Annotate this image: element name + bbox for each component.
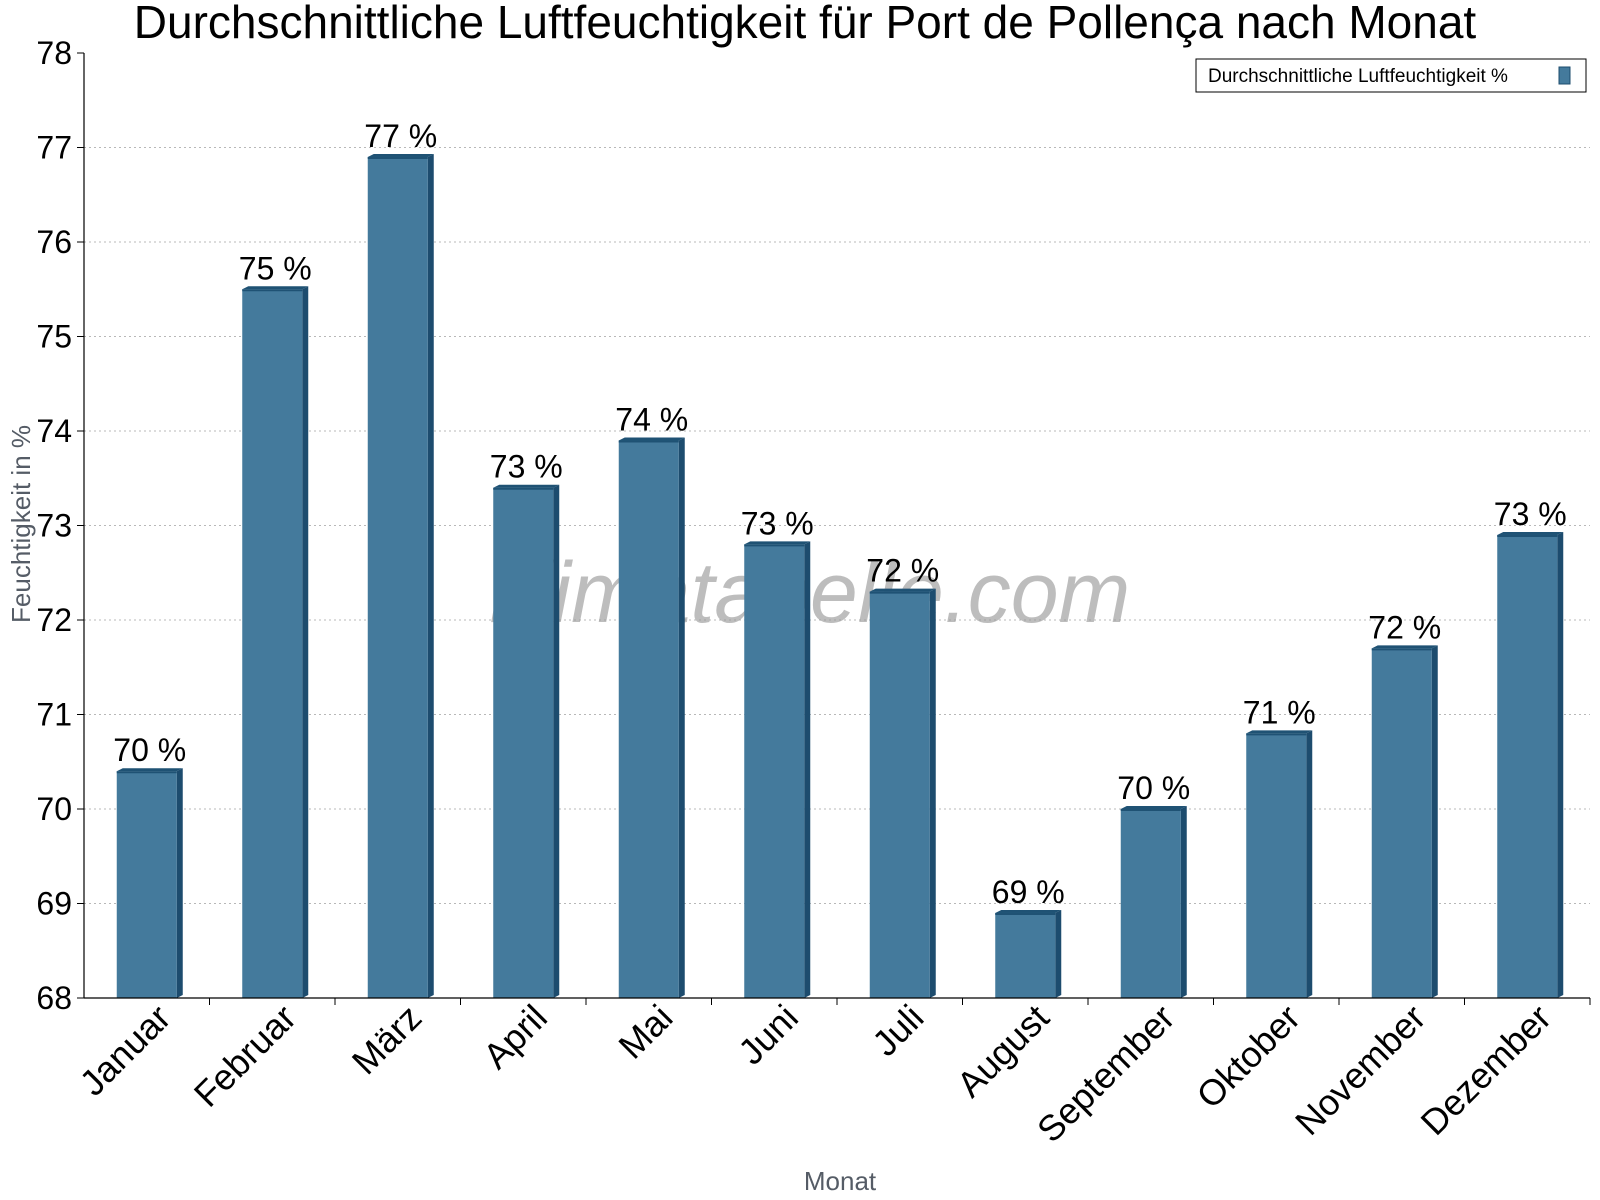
bars xyxy=(116,153,1564,998)
x-axis-label: Monat xyxy=(804,1166,877,1196)
y-tick-label: 77 xyxy=(36,130,72,166)
y-tick-label: 72 xyxy=(36,602,72,638)
bar-top xyxy=(116,768,183,772)
bar xyxy=(1120,809,1181,998)
x-tick-label: Juli xyxy=(864,997,931,1064)
data-label: 75 % xyxy=(239,250,312,286)
y-axis-label: Feuchtigkeit in % xyxy=(6,425,36,623)
legend-swatch xyxy=(1558,66,1571,85)
bar-top xyxy=(744,541,811,545)
legend-label: Durchschnittliche Luftfeuchtigkeit % xyxy=(1208,66,1508,87)
bar-side xyxy=(302,286,309,998)
bar-side xyxy=(176,768,183,998)
bar-side xyxy=(1431,645,1438,998)
legend: Durchschnittliche Luftfeuchtigkeit % xyxy=(1195,58,1587,93)
bar-top xyxy=(1246,730,1313,734)
bar xyxy=(493,487,554,998)
data-labels: 70 % 75 % 77 % 73 % 74 % 73 % 72 % 69 % 70 % 71 %… xyxy=(113,118,1566,910)
x-tick-label: August xyxy=(949,997,1057,1105)
bar-top xyxy=(618,437,685,441)
x-tick-label: September xyxy=(1029,997,1183,1151)
bar xyxy=(869,591,930,998)
data-label: 72 % xyxy=(866,553,939,589)
bar xyxy=(1246,733,1307,998)
data-label: 73 % xyxy=(1494,496,1567,532)
x-tick-label: November xyxy=(1287,997,1433,1143)
x-tick-label: Juni xyxy=(730,997,806,1073)
bar-side xyxy=(1306,730,1313,998)
bar xyxy=(1497,534,1558,998)
data-label: 72 % xyxy=(1368,609,1441,645)
bar xyxy=(1371,648,1432,998)
x-tick-label: Mai xyxy=(610,997,680,1067)
x-tick-label: Dezember xyxy=(1412,997,1558,1143)
y-tick-label: 69 xyxy=(36,886,72,922)
bar xyxy=(116,771,177,998)
bar-top xyxy=(1497,531,1564,535)
y-tick-label: 70 xyxy=(36,791,72,827)
y-axis-ticks: 68 69 70 71 72 73 74 75 76 77 78 xyxy=(36,35,84,1016)
data-label: 73 % xyxy=(490,449,563,485)
y-tick-label: 71 xyxy=(36,697,72,733)
bar-top xyxy=(995,909,1062,913)
bar xyxy=(242,289,303,998)
bar-side xyxy=(929,588,936,998)
x-tick-label: Februar xyxy=(186,997,304,1115)
x-axis-ticks: Januar Februar März April Mai Juni Juli AugustS… xyxy=(72,997,1591,1151)
bar xyxy=(995,912,1056,998)
bar-side xyxy=(427,153,434,998)
bar-side xyxy=(804,541,811,998)
data-label: 74 % xyxy=(615,401,688,437)
chart-title: Durchschnittliche Luftfeuchtigkeit für P… xyxy=(134,0,1477,48)
x-tick-label: Oktober xyxy=(1188,997,1308,1117)
bar-side xyxy=(678,437,685,998)
y-tick-label: 75 xyxy=(36,319,72,355)
data-label: 73 % xyxy=(741,505,814,541)
bar xyxy=(618,440,679,998)
bar-side xyxy=(1557,531,1564,998)
x-tick-label: April xyxy=(475,997,555,1077)
data-label: 70 % xyxy=(113,732,186,768)
data-label: 71 % xyxy=(1243,694,1316,730)
gridlines xyxy=(84,147,1590,904)
bar-side xyxy=(1055,909,1062,998)
bar-top xyxy=(1120,806,1187,809)
bar-top xyxy=(367,153,434,157)
data-label: 70 % xyxy=(1117,770,1190,806)
bar-top xyxy=(242,286,309,290)
y-tick-label: 74 xyxy=(36,413,72,449)
y-tick-label: 76 xyxy=(36,224,72,260)
bar-side xyxy=(1180,806,1187,998)
bar-top xyxy=(493,484,560,488)
bar xyxy=(367,156,428,998)
bar-top xyxy=(869,588,936,592)
bar-top xyxy=(1371,645,1438,649)
data-label: 77 % xyxy=(364,118,437,154)
bar xyxy=(744,544,805,998)
bar-side xyxy=(553,484,560,998)
x-tick-label: März xyxy=(344,997,430,1083)
x-tick-label: Januar xyxy=(72,997,179,1104)
y-tick-label: 68 xyxy=(36,980,72,1016)
data-label: 69 % xyxy=(992,874,1065,910)
y-tick-label: 73 xyxy=(36,508,72,544)
y-tick-label: 78 xyxy=(36,35,72,71)
legend-box xyxy=(1195,58,1587,93)
